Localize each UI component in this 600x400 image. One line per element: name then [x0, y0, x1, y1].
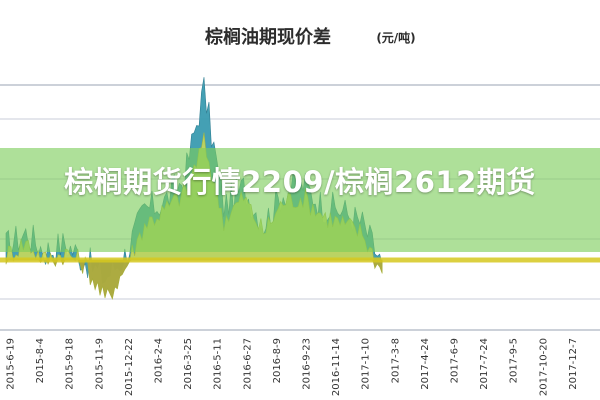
x-tick-label: 2015-8-4 [35, 338, 46, 383]
x-tick-label: 2016-3-25 [183, 338, 194, 390]
chart-title: 棕榈油期现价差 [205, 26, 331, 48]
x-tick-label: 2015-6-19 [6, 338, 17, 390]
watermark-banner [0, 148, 600, 252]
x-axis: 2015-6-19 2015-8-4 2015-9-18 2015-11-9 2015-… [6, 338, 579, 396]
x-tick-label: 2017-4-24 [420, 338, 431, 390]
x-tick-label: 2016-9-23 [302, 338, 313, 390]
x-tick-label: 2015-12-22 [124, 338, 135, 396]
x-tick-label: 2016-11-14 [331, 338, 342, 396]
x-tick-label: 2016-8-9 [272, 338, 283, 383]
x-tick-label: 2017-9-5 [509, 338, 520, 383]
x-tick-label: 2015-9-18 [65, 338, 76, 390]
chart-unit: (元/吨) [376, 30, 415, 45]
x-tick-label: 2017-3-8 [390, 338, 401, 383]
x-tick-label: 2017-12-7 [568, 338, 579, 390]
x-tick-label: 2017-7-24 [479, 338, 490, 390]
x-tick-label: 2015-11-9 [94, 338, 105, 390]
x-tick-label: 2016-2-4 [154, 338, 165, 383]
x-tick-label: 2017-10-20 [538, 338, 549, 396]
banner-headline: 棕榈期货行情2209/棕榈2612期货 [64, 165, 536, 199]
x-tick-label: 2017-6-9 [450, 338, 461, 383]
series-negative-1 [6, 260, 383, 299]
x-tick-label: 2016-6-27 [242, 338, 253, 390]
x-tick-label: 2017-1-10 [361, 338, 372, 390]
x-tick-label: 2016-5-11 [213, 338, 224, 390]
